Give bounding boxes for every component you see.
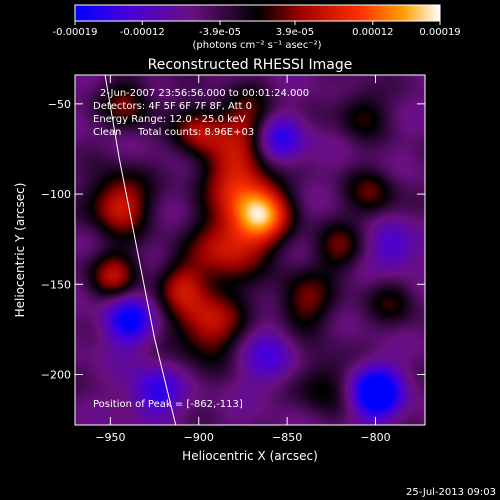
annotation-energy: Energy Range: 12.0 - 25.0 keV: [93, 114, 246, 125]
colorbar-gradient: [74, 4, 441, 22]
annotation-method: Clean: [93, 127, 121, 138]
chart-title: Reconstructed RHESSI Image: [148, 57, 353, 73]
x-tick-label: −900: [184, 431, 214, 444]
footer-timestamp: 25-Jul-2013 09:03: [406, 487, 496, 498]
annotation-time: 2-Jun-2007 23:56:56.000 to 00:01:24.000: [100, 88, 309, 99]
y-tick-label: −200: [41, 368, 71, 381]
annotation-peak: Position of Peak = [-862,-113]: [93, 399, 243, 410]
heatmap-image: [75, 75, 425, 425]
colorbar: -0.00019 -0.00012 -3.9e-05 3.9e-05 0.00012 0.…: [53, 4, 461, 51]
colorbar-tick-label: -0.00019: [53, 27, 98, 38]
y-tick-label: −50: [48, 98, 71, 111]
colorbar-tick-label: 3.9e-05: [276, 27, 314, 38]
y-axis-label: Heliocentric Y (arcsec): [13, 183, 27, 318]
x-axis-label: Heliocentric X (arcsec): [182, 449, 318, 463]
x-tick-label: −800: [360, 431, 390, 444]
annotation-counts: Total counts: 8.96E+03: [137, 127, 254, 138]
colorbar-tick-label: 0.00019: [419, 27, 460, 38]
limb-curve: [104, 75, 177, 425]
y-tick-label: −100: [41, 188, 71, 201]
y-tick-label: −150: [41, 278, 71, 291]
x-tick-label: −850: [272, 431, 302, 444]
plot-frame: [74, 74, 426, 426]
colorbar-tick-label: -0.00012: [120, 27, 165, 38]
annotation-detectors: Detectors: 4F 5F 6F 7F 8F, Att 0: [93, 101, 252, 112]
colorbar-tick-label: -3.9e-05: [199, 27, 241, 38]
x-tick-label: −950: [95, 431, 125, 444]
colorbar-tick-label: 0.00012: [352, 27, 393, 38]
colorbar-unit-label: (photons cm⁻² s⁻¹ asec⁻²): [192, 40, 321, 51]
